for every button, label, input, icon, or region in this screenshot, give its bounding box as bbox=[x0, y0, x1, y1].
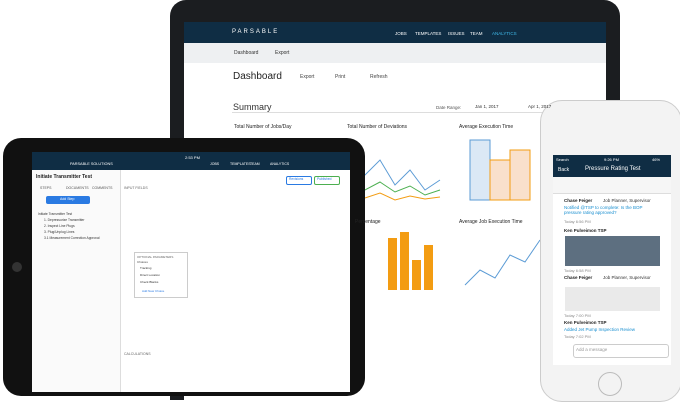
audio bbox=[565, 287, 660, 311]
nav-item[interactable]: TEMPLATES bbox=[415, 31, 442, 36]
input-placeholder[interactable]: Add a message bbox=[576, 347, 608, 352]
job-title: Initiate Transmitter Test bbox=[36, 174, 93, 180]
message-time: Today 7:02 PM bbox=[564, 334, 591, 339]
chart-title: Total Number of Jobs/Day bbox=[234, 124, 292, 130]
date-to[interactable]: Apr 1, 2017 bbox=[528, 104, 552, 109]
add-step[interactable]: Add Step bbox=[60, 197, 75, 201]
nav-item[interactable]: ANALYTICS bbox=[492, 31, 517, 36]
subnav-item[interactable]: Export bbox=[275, 50, 290, 56]
message-author: Chase Feiger bbox=[564, 275, 593, 280]
brand: PARSABLE bbox=[232, 29, 280, 35]
status-time: 2:53 PM bbox=[185, 155, 200, 160]
tab[interactable]: COMMENTS bbox=[92, 186, 113, 190]
step[interactable]: 3. Plug/Unplug Lines bbox=[44, 230, 75, 234]
choice: Check Blanks bbox=[140, 280, 159, 284]
choice: Tracking bbox=[140, 266, 152, 270]
photo bbox=[565, 236, 660, 266]
button[interactable]: Published bbox=[317, 177, 332, 181]
chart-title: Average Job Execution Time bbox=[459, 219, 523, 225]
chart-title: Percentage bbox=[355, 219, 381, 225]
back[interactable]: Back bbox=[558, 167, 570, 173]
chart-title: Total Number of Deviations bbox=[347, 124, 408, 130]
nav-item[interactable]: TEMPLATES bbox=[230, 162, 251, 166]
laptop-subnav bbox=[184, 43, 606, 63]
nav-item[interactable]: ISSUES bbox=[448, 31, 465, 36]
action[interactable]: Refresh bbox=[370, 74, 388, 80]
field-label: Choices bbox=[137, 260, 148, 264]
tab[interactable]: DOCUMENTS bbox=[66, 186, 89, 190]
message-time: Today 6:56 PM bbox=[564, 219, 591, 224]
laptop-divider bbox=[232, 112, 562, 113]
battery: 46% bbox=[652, 157, 661, 162]
section-label: INPUT FIELDS bbox=[124, 186, 148, 190]
screen-title: Pressure Rating Test bbox=[585, 166, 641, 172]
tablet-home-button[interactable] bbox=[12, 262, 22, 272]
message-text: Notified @TSP to complete: Is the BOP pr… bbox=[564, 205, 643, 215]
revisions-button[interactable] bbox=[286, 176, 312, 185]
subnav-item[interactable]: Dashboard bbox=[234, 50, 259, 56]
section-label: CALCULATIONS bbox=[124, 352, 151, 356]
tab[interactable]: STEPS bbox=[40, 186, 52, 190]
message-time: Today 7:00 PM bbox=[564, 313, 591, 318]
add-choice[interactable]: Add New Choice bbox=[142, 289, 165, 293]
step[interactable]: 3.1 Measurement Correction Approval bbox=[44, 236, 100, 240]
message-role: Job Planner, Supervisor bbox=[603, 275, 651, 280]
step[interactable]: 2. Inspect Line Plugs bbox=[44, 224, 75, 228]
carrier: Search bbox=[556, 157, 569, 162]
published-button[interactable] bbox=[314, 176, 340, 185]
parameters-panel bbox=[134, 252, 188, 298]
nav-item[interactable]: JOBS bbox=[210, 162, 220, 166]
laptop-header bbox=[184, 22, 606, 43]
message-author: Chase Feiger bbox=[564, 198, 593, 203]
tablet-header bbox=[32, 152, 350, 170]
page-title: Dashboard bbox=[233, 71, 282, 82]
chart-thumb bbox=[349, 139, 541, 290]
phone-input[interactable] bbox=[573, 344, 669, 358]
message-time: Today 6:58 PM bbox=[564, 268, 591, 273]
button[interactable]: Revisions bbox=[289, 177, 304, 181]
step[interactable]: Initiate Transmitter Test bbox=[38, 212, 73, 216]
choice: Direct Location bbox=[140, 273, 161, 277]
phone-home-button[interactable] bbox=[598, 372, 622, 396]
chart-title: Average Execution Time bbox=[459, 124, 514, 130]
section-title: Summary bbox=[233, 102, 272, 112]
message-role: Job Planner, Supervisor bbox=[603, 198, 651, 203]
phone-header bbox=[553, 155, 671, 177]
message-author: Ken Pulveimon TSP bbox=[564, 320, 607, 325]
nav-item[interactable]: TEAM bbox=[470, 31, 483, 36]
phone-tabs bbox=[553, 177, 671, 194]
section-label: OPTIONAL PARAMETERS bbox=[137, 255, 174, 259]
nav-item[interactable]: ANALYTICS bbox=[270, 162, 290, 166]
message-text: Added Jet Pump Inspection Review bbox=[564, 327, 636, 332]
step[interactable]: 1. Depressurize Transmitter bbox=[44, 218, 85, 222]
nav-item[interactable]: TEAM bbox=[250, 162, 260, 166]
tablet-sidebar bbox=[32, 170, 121, 392]
add-step-button[interactable] bbox=[46, 196, 90, 204]
action[interactable]: Export bbox=[300, 74, 315, 80]
nav-item[interactable]: JOBS bbox=[395, 31, 407, 36]
status-time: 9:26 PM bbox=[604, 157, 619, 162]
date-label: Date Range: bbox=[436, 105, 462, 110]
date-from[interactable]: Jan 1, 2017 bbox=[475, 104, 499, 109]
brand: PARSABLE SOLUTIONS bbox=[70, 162, 113, 166]
action[interactable]: Print bbox=[335, 74, 346, 80]
message-author: Ken Pulveimon TSP bbox=[564, 228, 607, 233]
